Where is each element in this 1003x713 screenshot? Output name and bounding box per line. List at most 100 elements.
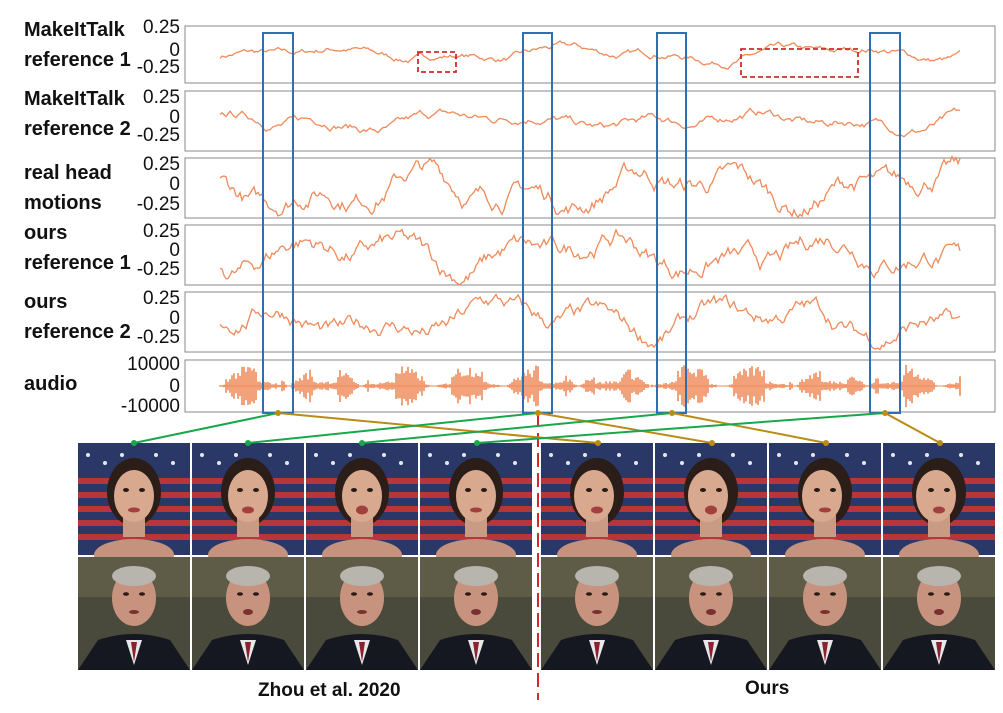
series-line [219,228,961,286]
mouth [934,609,944,615]
tick-label: -10000 [120,396,180,417]
eye [123,488,129,492]
series-line [219,40,961,70]
eye [928,488,934,492]
face-thumbnail-top [541,443,653,571]
tie [822,642,828,662]
eye [237,488,243,492]
highlight-box [522,32,553,414]
connector-green [361,412,673,444]
tick-label: -0.25 [136,327,180,348]
eye [814,592,820,596]
mouth [706,609,716,615]
tick-label: -0.25 [136,194,180,215]
face [114,470,154,522]
flag-star [86,453,90,457]
eye [700,592,706,596]
tick-label: 0 [169,308,180,329]
eye [253,592,259,596]
eye [830,592,836,596]
mouth [470,507,482,513]
eye [830,488,836,492]
flag-star [663,453,667,457]
highlight-box [262,32,294,414]
tick-label: 0 [169,376,180,397]
tie [936,642,942,662]
caption-ours: Ours [745,678,790,699]
connector-dot-gold [709,440,715,446]
flag-star [959,453,963,457]
face-grid [78,443,995,670]
flag-star [794,461,798,465]
face-thumbnail-top [306,443,418,571]
face-thumbnail-bottom [192,557,304,670]
dashed-box [417,51,457,73]
plot-panel [184,25,996,84]
face-thumbnail-bottom [420,557,532,670]
hair [917,566,961,586]
hair [689,566,733,586]
eye [700,488,706,492]
flag-star [348,453,352,457]
face [802,470,842,522]
eye [586,488,592,492]
connector-origin-dot [882,410,888,416]
eye [465,488,471,492]
tie [359,642,365,662]
face [342,470,382,522]
mouth [357,610,367,614]
flag-star [382,453,386,457]
face-thumbnail-bottom [769,557,881,670]
tick-label: 0.25 [143,87,180,108]
eye [586,592,592,596]
mouth [705,505,717,515]
face [688,470,728,522]
flag-star [862,461,866,465]
eye [237,592,243,596]
connector-lines [131,410,943,446]
flag-star [445,461,449,465]
eye [139,592,145,596]
flag-star [513,461,517,465]
tick-label: -0.25 [136,57,180,78]
flag-star [908,461,912,465]
row-label-makeittalk-ref2: MakeItTalk reference 2 [24,88,131,140]
face [228,470,268,522]
tick-label: 0.25 [143,154,180,175]
flag-star [462,453,466,457]
connector-green [133,412,279,444]
flag-star [925,453,929,457]
tick-label: 0.25 [143,221,180,242]
mouth [471,609,481,615]
eye [814,488,820,492]
plot-panels [184,25,996,413]
eye [481,592,487,596]
flag-star [200,453,204,457]
flag-star [811,453,815,457]
flag-star [268,453,272,457]
connector-origin-dot [669,410,675,416]
flag-star [331,461,335,465]
highlight-box [656,32,687,414]
flag-star [845,453,849,457]
highlight-box [869,32,901,414]
face [456,470,496,522]
face-thumbnail-top [420,443,532,571]
flag-star [428,453,432,457]
face-thumbnail-bottom [78,557,190,670]
tick-label: -0.25 [136,125,180,146]
eye [465,592,471,596]
row-label-ours-ref2: ours reference 2 [24,291,131,343]
face-thumbnail-top [192,443,304,571]
eye [602,592,608,596]
eye [139,488,145,492]
face [574,470,614,522]
connector-gold [537,412,713,444]
flag-star [731,453,735,457]
eye [253,488,259,492]
mouth [591,506,603,514]
connector-dot-green [474,440,480,446]
eye [481,488,487,492]
series-line [219,107,961,138]
tick-label: -0.25 [136,259,180,280]
